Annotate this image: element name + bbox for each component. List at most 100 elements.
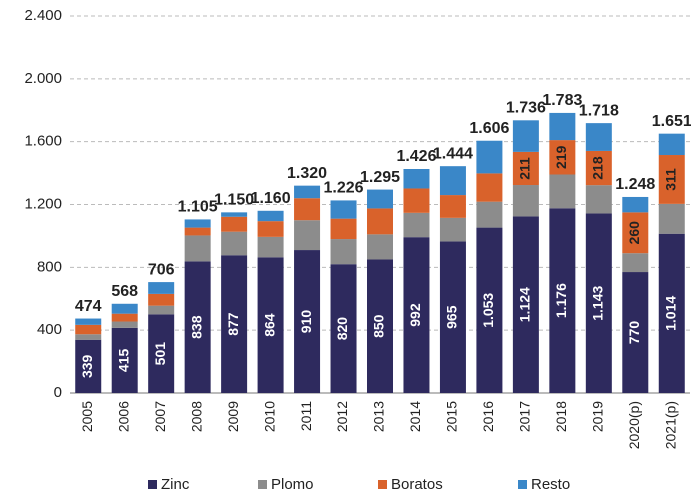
x-tick-label: 2008	[188, 401, 204, 432]
total-label: 1.150	[214, 192, 254, 209]
x-tick-label: 2013	[371, 401, 387, 432]
bar-segment	[184, 261, 211, 393]
bar-segment	[622, 196, 649, 213]
bar-segment	[294, 198, 321, 221]
legend-swatch	[148, 480, 157, 489]
bar-segment	[658, 133, 685, 156]
segment-label: 965	[444, 305, 460, 329]
bar-segment	[75, 318, 102, 325]
bar-segment	[476, 227, 503, 393]
bar-segment	[622, 212, 649, 254]
bar-segment	[403, 168, 430, 189]
legend-label: Zinc	[161, 476, 190, 493]
bar-segment	[512, 216, 539, 393]
bar-segment	[257, 221, 284, 237]
x-tick-label: 2017	[517, 401, 533, 432]
legend-swatch	[258, 480, 267, 489]
bar-segment	[221, 255, 248, 393]
bar-segment	[585, 213, 612, 393]
y-tick-label: 2.000	[24, 70, 62, 87]
total-label: 1.606	[469, 120, 509, 137]
bar-segment	[111, 303, 138, 314]
segment-label: 877	[225, 312, 241, 336]
y-tick-label: 1.600	[24, 133, 62, 150]
bar-segment	[622, 253, 649, 273]
y-tick-label: 1.200	[24, 195, 62, 212]
bar-segment	[658, 155, 685, 204]
bar-segment	[184, 219, 211, 228]
bar-segment	[403, 188, 430, 213]
total-label: 1.426	[396, 148, 436, 165]
bar-segment	[549, 112, 576, 141]
bar-segment	[439, 166, 466, 196]
y-tick-label: 2.400	[24, 7, 62, 24]
y-tick-label: 0	[54, 384, 62, 401]
bar-segment	[148, 305, 175, 315]
x-tick-label: 2015	[444, 401, 460, 432]
bar-segment	[330, 200, 357, 219]
total-label: 474	[75, 298, 102, 315]
bar-segment	[75, 334, 102, 340]
bar-segment	[221, 212, 248, 217]
bar-segment	[330, 218, 357, 240]
segment-label: 820	[334, 317, 350, 341]
bar-segment	[221, 216, 248, 232]
segment-label: 1.014	[662, 296, 678, 331]
legend-swatch	[518, 480, 527, 489]
bar-segment	[512, 120, 539, 152]
total-label: 1.160	[251, 190, 291, 207]
segment-label: 850	[371, 314, 387, 338]
total-label: 1.105	[178, 199, 218, 216]
bar-segment	[330, 264, 357, 393]
total-label: 1.295	[360, 169, 400, 186]
segment-label: 415	[115, 349, 131, 373]
bar-segment	[111, 327, 138, 393]
bar-segment	[585, 123, 612, 151]
segment-label: 864	[261, 313, 277, 337]
bar-segment	[257, 257, 284, 393]
bar-segment	[585, 185, 612, 214]
segment-label: 339	[79, 354, 95, 378]
segment-label: 211	[517, 157, 533, 180]
bar-segment	[512, 185, 539, 217]
bar-segment	[367, 259, 393, 393]
total-label: 568	[111, 283, 138, 300]
bar-segment	[294, 250, 321, 393]
total-label: 1.651	[652, 113, 691, 130]
bar-segment	[512, 151, 539, 186]
bar-segment	[439, 217, 466, 242]
bar-segment	[257, 236, 284, 258]
bar-segment	[367, 234, 393, 260]
x-tick-label: 2007	[152, 401, 168, 432]
segment-label: 910	[298, 310, 314, 334]
bar-segment	[111, 321, 138, 328]
bar-segment	[367, 208, 393, 235]
segment-label: 838	[188, 315, 204, 339]
segment-label: 311	[662, 168, 678, 191]
x-tick-label: 2012	[334, 401, 350, 432]
segment-label: 501	[152, 342, 168, 366]
bar-segment	[148, 293, 175, 306]
segment-label: 219	[553, 145, 569, 169]
bar-segment	[111, 313, 138, 322]
bar-segment	[549, 208, 576, 393]
bar-segment	[549, 174, 576, 209]
segment-label: 1.124	[517, 287, 533, 322]
bar-segment	[585, 150, 612, 186]
bar-segment	[184, 235, 211, 262]
x-tick-label: 2018	[553, 401, 569, 432]
segment-label: 1.176	[553, 283, 569, 318]
legend-label: Plomo	[271, 476, 314, 493]
total-label: 1.783	[542, 92, 582, 109]
legend-label: Resto	[531, 476, 570, 493]
bar-segment	[439, 195, 466, 218]
total-label: 706	[148, 261, 175, 278]
bar-segment	[294, 220, 321, 251]
bar-segment	[549, 140, 576, 175]
x-tick-label: 2020(p)	[626, 401, 642, 449]
bar-segment	[622, 272, 649, 393]
bar-segment	[221, 231, 248, 256]
x-tick-label: 2021(p)	[662, 401, 678, 449]
total-label: 1.736	[506, 100, 546, 117]
